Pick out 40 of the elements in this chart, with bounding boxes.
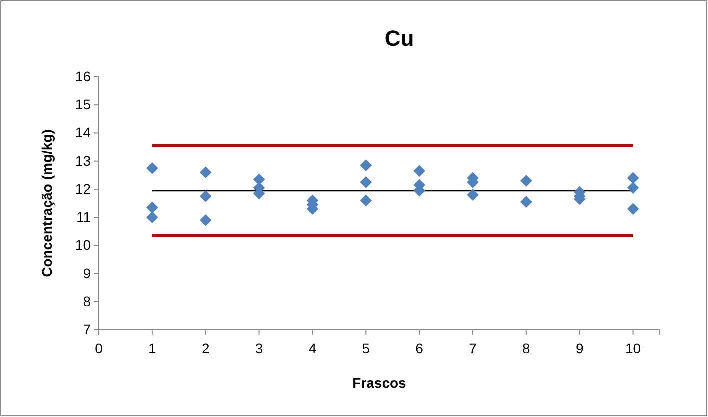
point — [146, 202, 158, 214]
y-tick-label: 10 — [75, 237, 92, 254]
point — [360, 160, 372, 172]
x-tick-label: 9 — [576, 340, 584, 356]
x-tick-label: 7 — [469, 340, 478, 356]
x-tick-label: 2 — [202, 340, 210, 356]
y-tick-label: 15 — [75, 96, 92, 113]
point — [627, 182, 640, 194]
y-tick-label: 12 — [75, 180, 92, 197]
y-tick-label: 13 — [75, 152, 92, 169]
point — [200, 214, 212, 226]
x-tick-label: 10 — [625, 340, 642, 356]
x-axis-title: Frascos — [352, 375, 407, 391]
point — [146, 162, 158, 174]
y-tick-label: 16 — [75, 68, 92, 84]
point — [627, 172, 640, 184]
x-tick-label: 1 — [148, 340, 157, 356]
point — [520, 175, 532, 187]
point — [414, 165, 426, 178]
y-tick-label: 9 — [83, 265, 92, 282]
point — [360, 176, 372, 188]
x-tick-label: 0 — [95, 340, 104, 356]
point — [467, 189, 479, 201]
y-tick-label: 7 — [83, 321, 92, 338]
y-tick-label: 11 — [76, 209, 92, 226]
point — [200, 166, 212, 178]
x-tick-label: 3 — [255, 340, 264, 356]
x-tick-label: 4 — [308, 340, 317, 356]
x-tick-label: 8 — [522, 340, 531, 356]
point — [200, 190, 212, 202]
point — [146, 212, 158, 224]
y-tick-label: 14 — [75, 124, 92, 141]
y-axis-title: Concentração (mg/kg) — [39, 130, 55, 278]
point — [627, 203, 640, 216]
point — [520, 196, 532, 208]
chart-title: Cu — [384, 26, 414, 51]
y-tick-label: 8 — [83, 293, 92, 310]
x-tick-label: 5 — [362, 340, 370, 356]
x-tick-label: 6 — [416, 340, 424, 356]
point — [360, 194, 372, 207]
